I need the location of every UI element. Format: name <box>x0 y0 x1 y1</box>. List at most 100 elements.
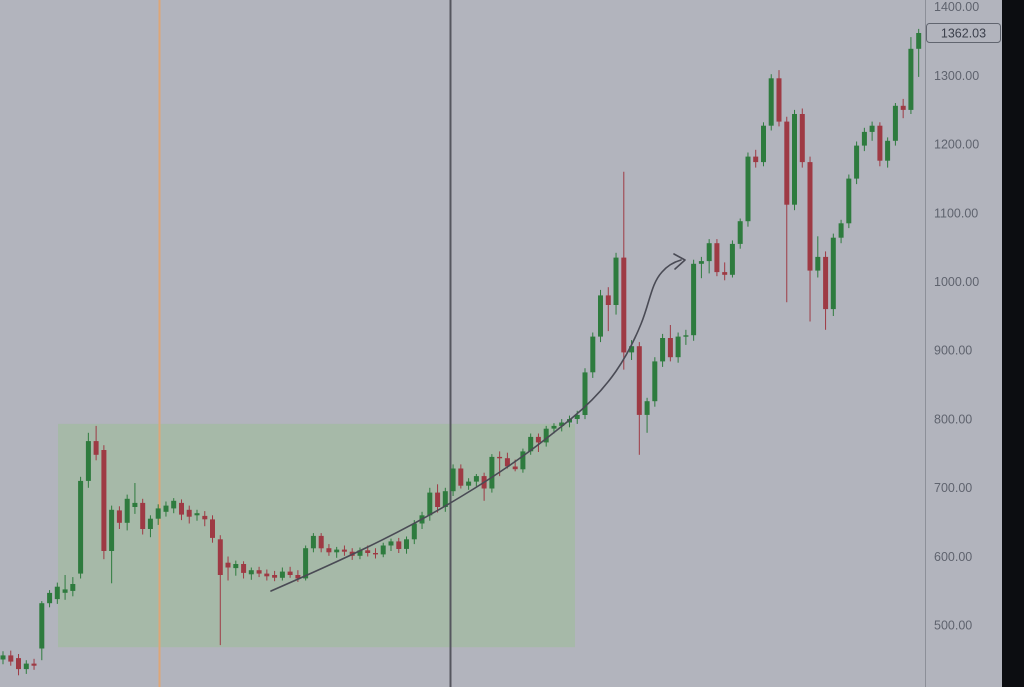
candle-body <box>473 476 479 482</box>
candle-body <box>124 498 130 523</box>
candle-body <box>388 541 394 546</box>
candle-body <box>559 422 565 426</box>
price-axis-label: 1400.00 <box>934 0 979 14</box>
candle-body <box>194 513 200 516</box>
candle-body <box>396 541 402 549</box>
trend-arrow-head-icon <box>673 253 686 270</box>
candle-body <box>78 480 84 574</box>
candle-body <box>0 655 6 660</box>
candle-body <box>334 549 340 553</box>
candle-body <box>582 372 588 415</box>
candle-body <box>838 223 844 238</box>
candle-body <box>543 428 549 443</box>
candle-body <box>233 564 239 569</box>
candle-body <box>799 114 805 163</box>
candle-body <box>303 548 309 579</box>
candle-body <box>900 105 906 110</box>
price-axis-label: 800.00 <box>934 412 972 426</box>
candle-body <box>132 502 138 507</box>
candle-body <box>287 571 293 575</box>
candle-body <box>590 336 596 373</box>
candle-body <box>163 505 169 512</box>
candle-body <box>636 346 642 415</box>
candle-body <box>210 519 215 538</box>
candle-body <box>698 261 704 264</box>
candle-body <box>869 125 875 132</box>
candle-body <box>225 562 231 568</box>
candle-body <box>621 257 627 353</box>
candle-body <box>47 592 53 604</box>
candle-body <box>155 508 161 519</box>
candle-body <box>8 655 14 662</box>
candle-body <box>202 515 208 520</box>
candle-body <box>629 346 635 353</box>
candle-body <box>497 456 503 459</box>
candle-body <box>295 575 301 579</box>
candle-body <box>807 162 813 271</box>
candle-body <box>861 131 867 146</box>
vertical-line-annotations[interactable] <box>158 0 452 687</box>
candle-body <box>272 575 278 578</box>
candle-body <box>279 571 285 578</box>
candle-body <box>93 441 99 455</box>
candle-body <box>877 125 883 161</box>
candle-body <box>815 256 821 271</box>
candle-body <box>660 338 666 362</box>
price-axis-label: 900.00 <box>934 344 972 358</box>
last-price-badge-box <box>926 23 1001 43</box>
candle-body <box>535 436 541 443</box>
candle-body <box>520 451 526 470</box>
candle-body <box>147 518 153 529</box>
candle-body <box>241 564 247 573</box>
price-axis-label: 600.00 <box>934 550 972 564</box>
candle-body <box>171 500 177 509</box>
last-price-badge-label: 1362.03 <box>941 26 986 40</box>
candle-body <box>830 237 836 310</box>
price-axis-label: 1100.00 <box>934 206 978 220</box>
candle-body <box>667 338 673 358</box>
candle-body <box>916 33 922 49</box>
candle-body <box>404 539 409 549</box>
price-axis-label: 500.00 <box>934 619 972 633</box>
candle-body <box>706 243 712 262</box>
candle-body <box>675 336 681 358</box>
price-axis-labels: 1400.00 1300.00 1200.00 1100.00 1000.00 900.0… <box>934 0 979 632</box>
highlight-zone-rectangle[interactable] <box>58 423 575 648</box>
candle-body <box>644 401 650 415</box>
price-axis-label: 700.00 <box>934 481 972 495</box>
candle-body <box>753 156 759 163</box>
price-axis-background <box>925 0 1002 687</box>
candle-body <box>179 502 184 515</box>
candle-body <box>892 105 898 141</box>
trend-arrow-annotation[interactable] <box>270 253 686 592</box>
candle-body <box>186 509 192 517</box>
candle-body <box>768 78 774 126</box>
candle-body <box>737 221 743 244</box>
candle-body <box>31 663 37 666</box>
candle-body <box>691 263 697 336</box>
candle-body <box>373 553 378 555</box>
candle-body <box>435 492 441 507</box>
candle-body <box>442 491 448 507</box>
candle-body <box>745 156 751 222</box>
candle-body <box>341 549 347 552</box>
candle-body <box>318 535 324 549</box>
candle-body <box>62 589 68 593</box>
candle-body <box>109 509 115 551</box>
trend-arrow-curve[interactable] <box>270 259 682 592</box>
candle-body <box>489 456 495 489</box>
candle-body <box>613 257 619 305</box>
price-axis[interactable]: 1400.00 1300.00 1200.00 1100.00 1000.00 900.0… <box>925 0 1002 687</box>
candle-body <box>466 481 472 486</box>
candle-body <box>116 510 122 523</box>
candle-body <box>652 361 658 402</box>
candle-body <box>411 523 417 540</box>
right-edge-strip <box>1002 0 1024 687</box>
candle-body <box>70 584 76 591</box>
zone-rect[interactable] <box>58 423 575 648</box>
candle-body <box>846 178 852 224</box>
candle-body <box>854 145 860 179</box>
candle-body <box>776 78 782 122</box>
candles-layer <box>0 28 922 676</box>
